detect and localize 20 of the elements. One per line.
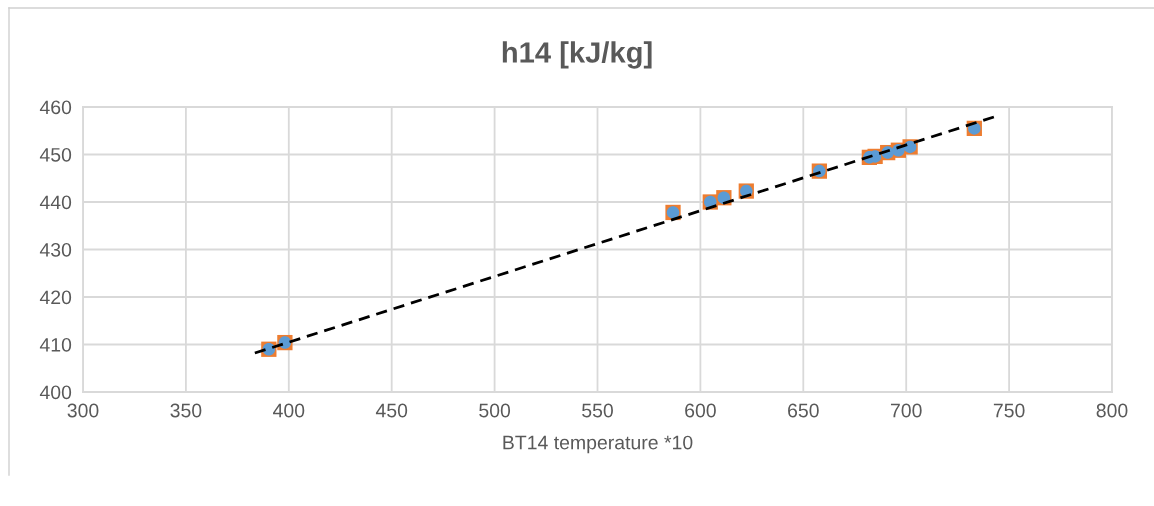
x-tick-label: 550 xyxy=(582,403,613,418)
x-tick-label: 600 xyxy=(685,403,716,418)
y-tick-label: 400 xyxy=(39,385,72,400)
x-tick-label: 800 xyxy=(1096,403,1128,418)
x-tick-label: 350 xyxy=(170,403,202,418)
y-tick-label: 430 xyxy=(39,242,72,257)
y-tick-label: 450 xyxy=(39,147,72,162)
x-tick-label: 750 xyxy=(993,403,1025,418)
x-axis-title: BT14 temperature *10 xyxy=(503,435,693,454)
y-tick-label: 420 xyxy=(39,290,72,305)
x-tick-label: 650 xyxy=(788,403,819,418)
x-tick-label: 400 xyxy=(273,403,305,418)
x-tick-label: 700 xyxy=(890,403,922,418)
x-tick-label: 450 xyxy=(375,403,408,418)
chart-title: h14 [kJ/kg] xyxy=(502,41,652,69)
x-tick-label: 300 xyxy=(67,403,99,418)
y-tick-label: 460 xyxy=(39,100,72,115)
x-tick-label: 500 xyxy=(479,403,511,418)
y-tick-label: 410 xyxy=(39,337,72,352)
y-tick-label: 440 xyxy=(39,195,72,210)
